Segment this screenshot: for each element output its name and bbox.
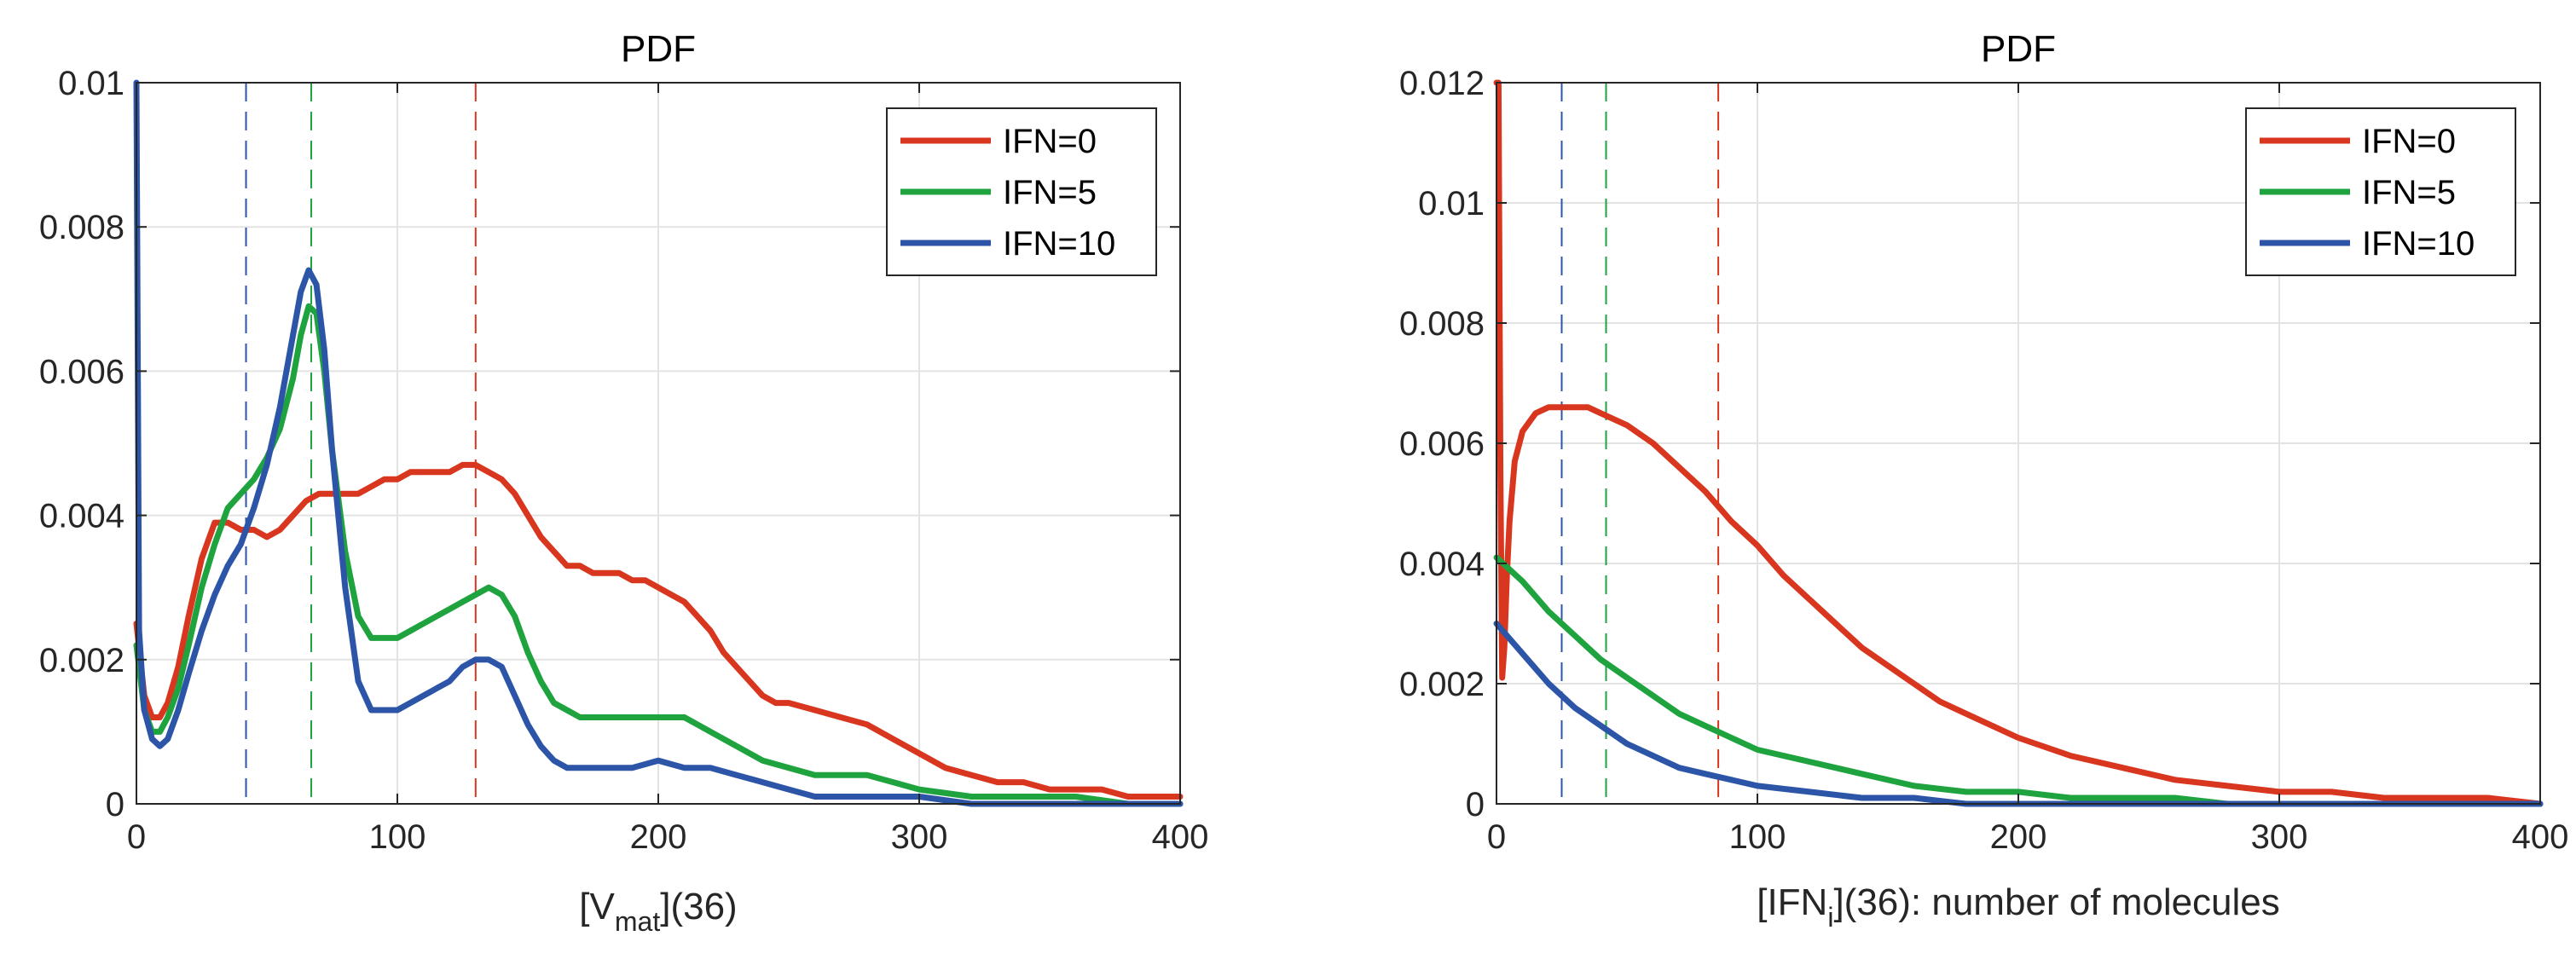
- chart-right: 0 100 200 300 400 0 0.002 0.004 0.006 0.008 0.01 0.…: [1399, 28, 2568, 933]
- reference-lines: [1560, 83, 1720, 804]
- chart-title: PDF: [621, 28, 696, 70]
- x-axis-label: [IFNi](36): number of molecules: [1757, 881, 2280, 933]
- y-tick-label: 0.01: [58, 65, 124, 102]
- legend: IFN=0 IFN=5 IFN=10: [2245, 107, 2516, 276]
- x-tick-label: 400: [1152, 818, 1209, 856]
- y-tick-label: 0.008: [1399, 305, 1485, 343]
- x-tick-label: 100: [1729, 818, 1786, 856]
- x-tick-label: 200: [1990, 818, 2047, 856]
- y-tick-label: 0.006: [1399, 425, 1485, 463]
- chart-left: 0 100 200 300 400 0 0.002 0.004 0.006 0.008 0.01 P…: [39, 28, 1208, 937]
- y-tick-label: 0: [106, 786, 124, 823]
- x-tick-label: 400: [2512, 818, 2569, 856]
- grid: [1496, 83, 2540, 804]
- legend: IFN=0 IFN=5 IFN=10: [886, 107, 1157, 276]
- y-tick-label: 0.012: [1399, 65, 1485, 102]
- chart-title: PDF: [1981, 28, 2056, 70]
- series-line: [1493, 79, 2544, 807]
- x-tick-label: 300: [891, 818, 948, 856]
- x-axis-label: [Vmat](36): [579, 886, 737, 937]
- y-tick-label: 0.002: [39, 642, 124, 679]
- y-tick-label: 0.006: [39, 353, 124, 390]
- y-tick-label: 0.004: [39, 498, 124, 535]
- series-line: [133, 461, 1184, 800]
- x-tick-label: 100: [369, 818, 426, 856]
- legend-label: IFN=5: [2362, 174, 2456, 211]
- reference-lines: [245, 83, 477, 804]
- axis-ticks: 0 100 200 300 400 0 0.002 0.004 0.006 0.008 0.01 0.…: [1399, 65, 2568, 856]
- y-tick-label: 0.002: [1399, 666, 1485, 703]
- axis-ticks: 0 100 200 300 400 0 0.002 0.004 0.006 0.008 0.01: [39, 65, 1208, 856]
- y-tick-label: 0: [1466, 786, 1485, 823]
- x-tick-label: 0: [1487, 818, 1506, 856]
- legend-label: IFN=0: [1003, 123, 1097, 160]
- x-tick-label: 200: [630, 818, 687, 856]
- series-line: [133, 303, 1184, 807]
- y-tick-label: 0.01: [1418, 185, 1485, 222]
- legend-label: IFN=10: [2362, 225, 2475, 263]
- x-tick-label: 0: [127, 818, 146, 856]
- y-tick-label: 0.004: [1399, 546, 1485, 583]
- series-line: [133, 79, 1184, 807]
- legend-label: IFN=10: [1003, 225, 1115, 263]
- x-tick-label: 300: [2251, 818, 2308, 856]
- legend-label: IFN=0: [2362, 123, 2456, 160]
- legend-label: IFN=5: [1003, 174, 1097, 211]
- series-lines: [133, 79, 1184, 807]
- y-tick-label: 0.008: [39, 209, 124, 246]
